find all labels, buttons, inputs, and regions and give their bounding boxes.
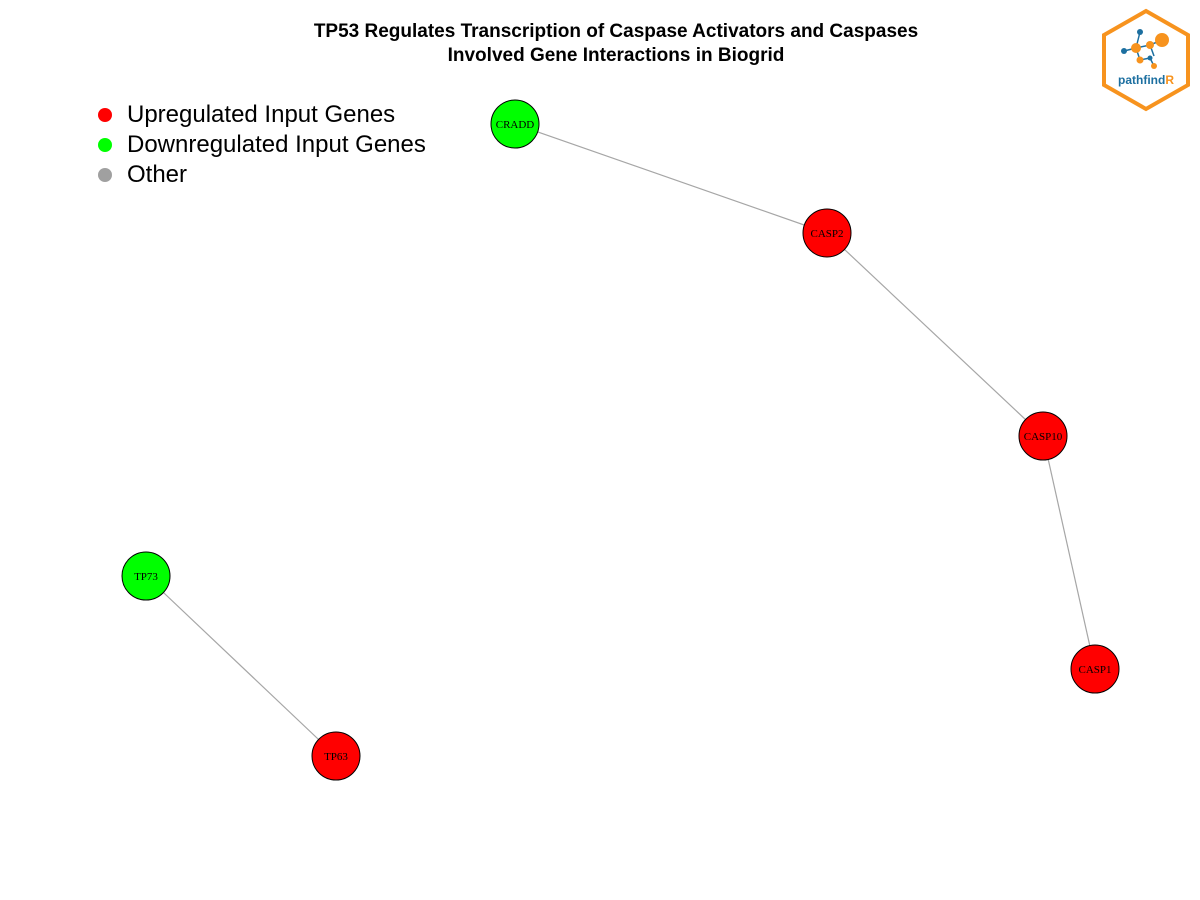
legend-dot-downregulated	[98, 138, 112, 152]
node-label-tp73: TP73	[134, 571, 158, 583]
node-cradd: CRADD	[490, 99, 540, 149]
title-line-1: TP53 Regulates Transcription of Caspase …	[313, 21, 919, 42]
logo-text-accent: R	[1165, 73, 1174, 87]
chart-title: TP53 Regulates Transcription of Caspase …	[0, 20, 1200, 68]
title-line-2: Involved Gene Interactions in Biogrid	[447, 45, 785, 66]
node-tp73: TP73	[121, 551, 171, 601]
node-circle-casp1	[1070, 644, 1120, 694]
node-circle-tp63	[311, 731, 361, 781]
edge-casp10-casp1	[1042, 435, 1096, 670]
node-label-casp1: CASP1	[1078, 664, 1111, 676]
edge-casp2-casp10	[826, 232, 1044, 437]
network-nodes: CRADD CASP2 CASP10 CASP1 TP73 TP63	[121, 99, 1120, 781]
node-casp10: CASP10	[1018, 411, 1068, 461]
legend-dot-other	[98, 168, 112, 182]
node-label-casp10: CASP10	[1024, 431, 1063, 443]
logo-network-icon	[1121, 29, 1169, 69]
legend-label-other: Other	[127, 161, 188, 188]
logo-text-main: pathfind	[1118, 73, 1165, 87]
node-label-tp63: TP63	[324, 751, 348, 763]
node-casp2: CASP2	[802, 208, 852, 258]
legend-label-upregulated: Upregulated Input Genes	[127, 101, 396, 128]
node-circle-cradd	[490, 99, 540, 149]
node-label-casp2: CASP2	[810, 228, 843, 240]
pathfindr-logo: pathfindR	[1102, 8, 1190, 112]
legend-dot-upregulated	[98, 108, 112, 122]
node-circle-tp73	[121, 551, 171, 601]
node-casp1: CASP1	[1070, 644, 1120, 694]
logo-text: pathfindR	[1118, 73, 1174, 87]
edge-tp73-tp63	[145, 575, 337, 757]
node-tp63: TP63	[311, 731, 361, 781]
edge-cradd-casp2	[514, 123, 828, 234]
legend-label-downregulated: Downregulated Input Genes	[127, 131, 426, 158]
network-edges	[145, 123, 1096, 757]
node-label-cradd: CRADD	[496, 119, 535, 131]
node-circle-casp10	[1018, 411, 1068, 461]
node-circle-casp2	[802, 208, 852, 258]
